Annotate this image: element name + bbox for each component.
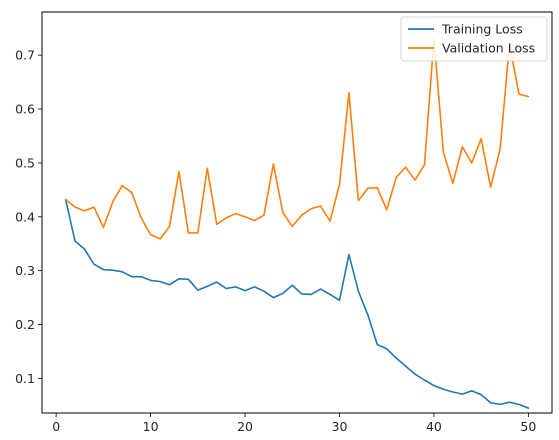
y-tick-label: 0.4	[15, 209, 35, 224]
y-tick-label: 0.7	[15, 48, 35, 63]
legend: Training Loss Validation Loss	[400, 16, 548, 62]
y-tick-label: 0.6	[15, 102, 35, 117]
series-layer	[64, 38, 530, 409]
plot-frame	[41, 11, 553, 414]
x-tick-label: 20	[237, 419, 253, 434]
legend-label-1: Validation Loss	[442, 41, 535, 56]
legend-label-0: Training Loss	[441, 22, 523, 37]
x-tick-label: 50	[520, 419, 536, 434]
legend-box	[400, 16, 548, 62]
y-tick-label: 0.5	[15, 155, 35, 170]
series-line-0	[64, 198, 530, 409]
y-tick-label: 0.2	[15, 317, 35, 332]
x-tick-label: 0	[52, 419, 60, 434]
y-tick-label: 0.1	[15, 371, 35, 386]
x-tick-label: 30	[332, 419, 348, 434]
y-tick-label: 0.3	[15, 263, 35, 278]
x-tick-label: 10	[143, 419, 159, 434]
ticks-layer: 0 10 20 30 40 50 0.1 0.2 0.3 0.4 0.5 0.6 0.7	[15, 48, 536, 434]
series-line-1	[64, 38, 530, 240]
x-tick-label: 40	[426, 419, 442, 434]
